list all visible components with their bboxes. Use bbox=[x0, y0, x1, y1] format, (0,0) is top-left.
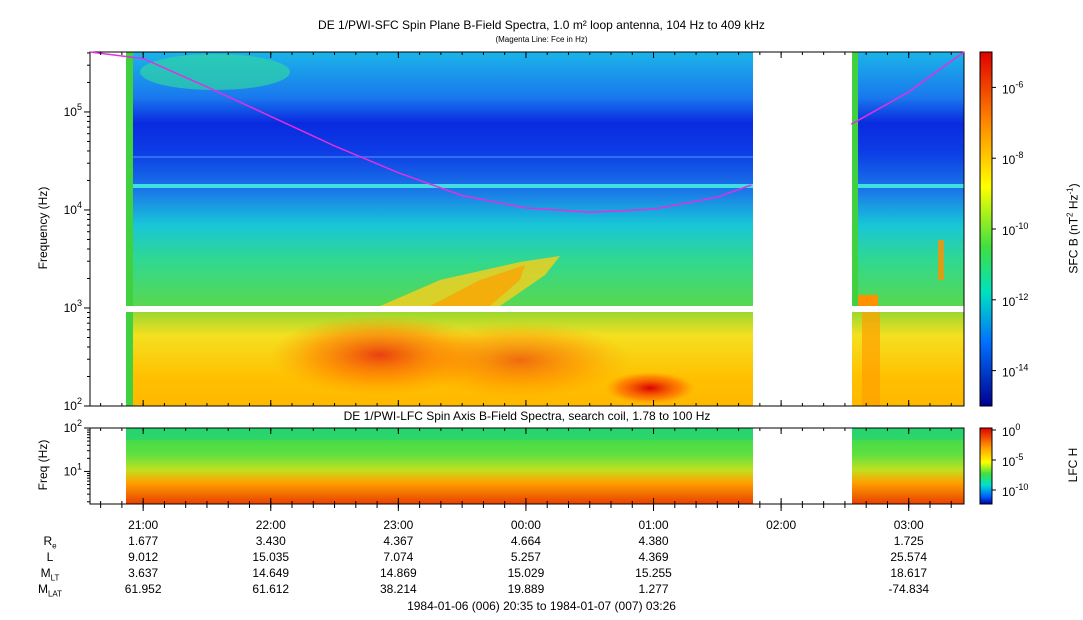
ephemeris-value: 19.889 bbox=[507, 582, 545, 596]
chart-subtitle-sfc: (Magenta Line: Fce in Hz) bbox=[495, 35, 588, 44]
y-tick-label: 102 bbox=[64, 396, 82, 413]
ephemeris-value: 14.649 bbox=[252, 566, 290, 580]
x-tick-label: 01:00 bbox=[638, 518, 669, 532]
colorbar-tick-label: 10-8 bbox=[1002, 150, 1023, 167]
ephemeris-value: 1.677 bbox=[128, 534, 159, 548]
ephemeris-row-label: L bbox=[46, 550, 54, 564]
ephemeris-value: 4.664 bbox=[510, 534, 541, 548]
lfc-spectrogram bbox=[89, 427, 965, 505]
ephemeris-value: 5.257 bbox=[510, 550, 541, 564]
ephemeris-value: 15.255 bbox=[635, 566, 672, 580]
sfc-y-axis-label: Frequency (Hz) bbox=[36, 186, 50, 270]
ephemeris-value: 61.952 bbox=[124, 582, 162, 596]
y-tick-label: 101 bbox=[64, 461, 82, 478]
ephemeris-value: -74.834 bbox=[888, 582, 930, 596]
ephemeris-row-label: Re bbox=[43, 534, 57, 551]
ephemeris-value: 4.367 bbox=[383, 534, 414, 548]
lfc-colorbar-label: LFC H bbox=[1066, 447, 1080, 483]
x-tick-label: 03:00 bbox=[893, 518, 924, 532]
ephemeris-value: 15.035 bbox=[252, 550, 290, 564]
ephemeris-value: 18.617 bbox=[890, 566, 928, 580]
colorbar-tick-label: 10-6 bbox=[1002, 79, 1023, 96]
x-axis-ticks bbox=[100, 52, 952, 511]
fce-line-segment bbox=[89, 51, 752, 213]
fce-line-segment bbox=[850, 51, 965, 125]
ephemeris-value: 38.214 bbox=[379, 582, 417, 596]
ephemeris-value: 4.369 bbox=[638, 550, 669, 564]
y-tick-label: 104 bbox=[64, 200, 82, 217]
sfc-spectrogram bbox=[89, 51, 965, 407]
lfc-colorbar-ticks: 100 10-5 10-10 bbox=[992, 422, 1028, 499]
ephemeris-value: 7.074 bbox=[383, 550, 414, 564]
ephemeris-value: 3.637 bbox=[128, 566, 159, 580]
x-tick-label: 00:00 bbox=[510, 518, 541, 532]
sfc-colorbar bbox=[979, 51, 993, 407]
colorbar-tick-label: 10-10 bbox=[1002, 221, 1028, 238]
ephemeris-value: 25.574 bbox=[890, 550, 928, 564]
chart-title-lfc: DE 1/PWI-LFC Spin Axis B-Field Spectra, … bbox=[343, 409, 711, 423]
y-tick-label: 102 bbox=[64, 418, 82, 435]
ephemeris-value: 61.612 bbox=[252, 582, 290, 596]
lfc-y-ticks: 101 102 bbox=[64, 418, 90, 503]
lfc-y-axis-label: Freq (Hz) bbox=[36, 439, 50, 491]
y-tick-label: 103 bbox=[64, 298, 82, 315]
lfc-colorbar bbox=[979, 427, 993, 505]
x-tick-label: 22:00 bbox=[255, 518, 286, 532]
x-tick-label: 23:00 bbox=[383, 518, 414, 532]
ephemeris-value: 4.380 bbox=[638, 534, 669, 548]
sfc-colorbar-label: SFC B (nT2 Hz-1) bbox=[1065, 183, 1081, 274]
colorbar-tick-label: 10-12 bbox=[1002, 292, 1028, 309]
colorbar-tick-label: 10-5 bbox=[1002, 452, 1023, 469]
time-range-label: 1984-01-06 (006) 20:35 to 1984-01-07 (00… bbox=[407, 599, 676, 613]
chart-title-sfc: DE 1/PWI-SFC Spin Plane B-Field Spectra,… bbox=[318, 18, 765, 32]
ephemeris-row-label: MLAT bbox=[37, 582, 63, 599]
colorbar-tick-label: 10-10 bbox=[1002, 482, 1028, 499]
ephemeris-value: 14.869 bbox=[379, 566, 417, 580]
x-tick-label: 02:00 bbox=[766, 518, 797, 532]
ephemeris-value: 1.277 bbox=[638, 582, 669, 596]
ephemeris-value: 1.725 bbox=[893, 534, 924, 548]
ephemeris-value: 15.029 bbox=[507, 566, 545, 580]
y-tick-label: 105 bbox=[64, 102, 82, 119]
ephemeris-row-label: MLT bbox=[40, 566, 60, 583]
colorbar-tick-label: 10-14 bbox=[1002, 363, 1028, 380]
x-tick-label: 21:00 bbox=[128, 518, 159, 532]
sfc-y-ticks: 102 103 104 105 bbox=[64, 52, 90, 413]
fce-line-group bbox=[89, 51, 965, 213]
colorbar-tick-label: 100 bbox=[1002, 422, 1020, 439]
ephemeris-value: 3.430 bbox=[255, 534, 286, 548]
sfc-colorbar-ticks: 10-6 10-8 10-10 10-12 10-14 bbox=[992, 79, 1028, 380]
ephemeris-value: 9.012 bbox=[128, 550, 159, 564]
